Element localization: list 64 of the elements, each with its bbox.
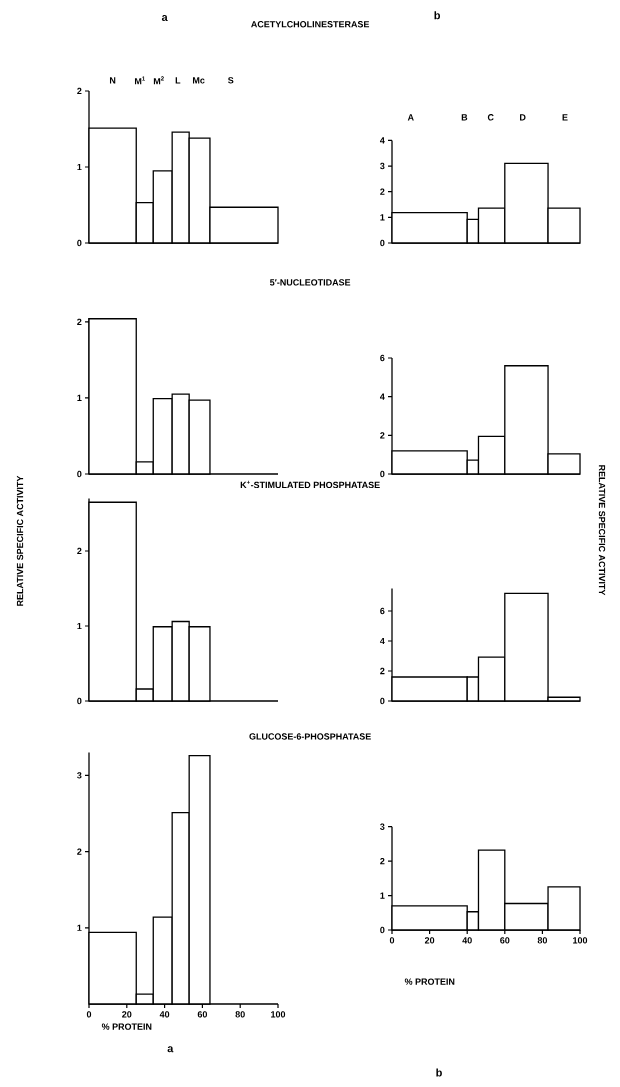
text: N [109,77,116,84]
y-axis-title: RELATIVE SPECIFIC ACTIVITY [16,475,24,606]
text: L [175,77,181,84]
x-tick-label: 100 [271,1011,286,1018]
x-axis-title: % PROTEIN [404,978,455,985]
y-tick-label: 4 [379,137,385,144]
text: E [562,114,568,121]
y-tick-label: 0 [77,239,82,247]
text: D [520,114,526,121]
y-tick-label: 0 [380,926,385,934]
y-tick-label: 0 [380,239,385,247]
x-axis-title: % PROTEIN [101,1023,152,1030]
y-tick-label: 6 [380,607,385,615]
x-tick-label: 60 [500,937,510,944]
y-tick-label: 1 [77,163,82,171]
y-tick-label: 3 [380,823,385,830]
y-tick-label: 1 [77,924,82,931]
x-tick-label: 40 [159,1011,170,1018]
y-tick-label: 2 [77,87,82,95]
text: a [161,15,168,22]
y-tick-label: 4 [379,637,385,645]
x-tick-label: 20 [122,1011,132,1018]
y-tick-label: 2 [380,858,385,865]
y-tick-label: 0 [380,470,385,478]
text: M$^{1}$ [134,76,146,85]
text: K$^{+}$-STIMULATED PHOSPHATASE [240,480,380,489]
y-tick-label: 2 [77,848,82,855]
x-tick-label: 80 [537,937,548,944]
x-tick-label: 100 [573,937,588,944]
y-tick-label: 2 [77,547,82,555]
text: A [407,114,414,121]
text: b [436,1068,442,1077]
y-axis-title: RELATIVE SPECIFIC ACTIVITY [598,465,606,596]
text: a [167,1046,174,1053]
text: Mc [192,77,205,84]
y-tick-label: 2 [380,432,385,439]
y-tick-label: 0 [380,697,385,705]
text: GLUCOSE-6-PHOSPHATASE [249,733,371,740]
text: C [487,114,494,121]
y-tick-label: 0 [77,470,82,478]
y-tick-label: 6 [380,354,385,362]
y-tick-label: 3 [77,772,82,779]
text: S [228,77,234,84]
text: B [461,114,468,121]
y-tick-label: 1 [380,892,385,899]
y-tick-label: 2 [77,318,82,325]
x-tick-label: 20 [424,937,435,944]
x-tick-label: 60 [197,1011,208,1018]
x-tick-label: 80 [235,1011,245,1018]
x-tick-label: 0 [86,1011,92,1018]
y-tick-label: 1 [77,622,82,630]
y-tick-label: 1 [380,214,385,221]
text: 5′-NUCLEOTIDASE [269,279,351,286]
text: ACETYLCHOLINESTERASE [251,21,370,28]
y-tick-label: 0 [77,697,82,705]
y-tick-label: 4 [379,393,385,400]
x-tick-label: 40 [462,937,472,944]
y-tick-label: 2 [380,667,385,675]
y-tick-label: 3 [380,162,385,170]
x-tick-label: 0 [389,937,395,944]
y-tick-label: 1 [77,394,82,401]
y-tick-label: 2 [380,188,385,195]
text: b [434,11,441,20]
text: M$^{2}$ [153,76,164,85]
